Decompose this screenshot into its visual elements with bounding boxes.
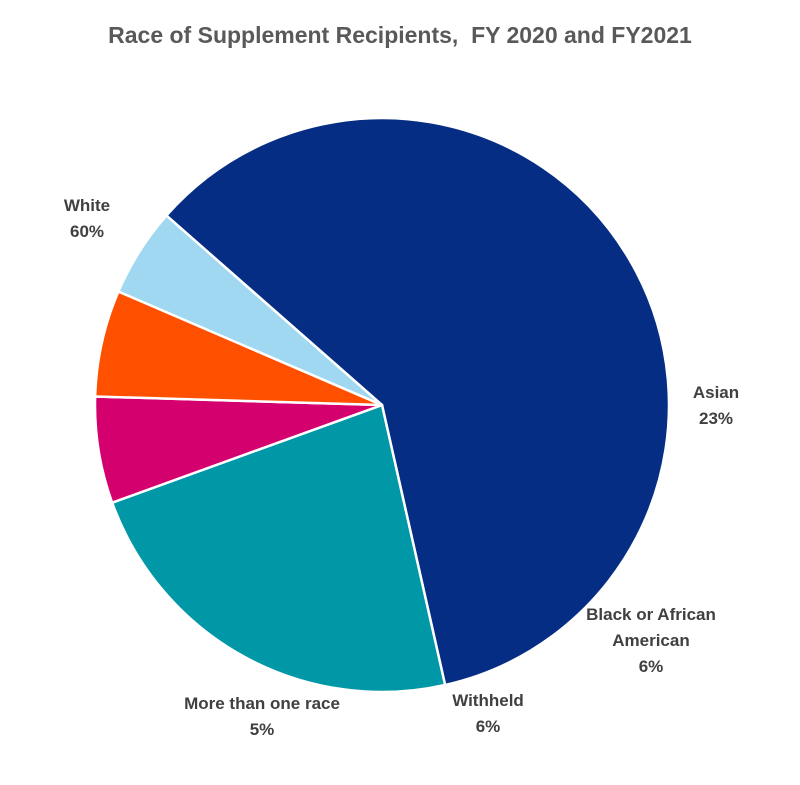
chart-title: Race of Supplement Recipients, FY 2020 a… [108, 22, 692, 48]
slice-value-label: 5% [250, 720, 275, 739]
pie-slice-1 [110, 403, 447, 694]
slice-label-2: Black or African American 6% [586, 605, 716, 676]
slice-label-0: White 60% [64, 196, 110, 241]
slice-value-label: 23% [699, 409, 733, 428]
slice-value-label: 6% [476, 717, 501, 736]
slice-category-label: Withheld [452, 691, 524, 710]
pie-slice-0 [165, 116, 671, 687]
slice-label-3: Withheld 6% [452, 691, 524, 736]
slice-category-label: American [612, 631, 689, 650]
slice-category-label: White [64, 196, 110, 215]
slice-value-label: 6% [639, 657, 664, 676]
slice-label-1: Asian 23% [693, 383, 739, 428]
slice-value-label: 60% [70, 222, 104, 241]
slice-category-label: More than one race [184, 694, 340, 713]
slice-category-label: Asian [693, 383, 739, 402]
slice-label-4: More than one race 5% [184, 694, 340, 739]
pie-slice-4 [117, 214, 384, 407]
slice-category-label: Black or African [586, 605, 716, 624]
